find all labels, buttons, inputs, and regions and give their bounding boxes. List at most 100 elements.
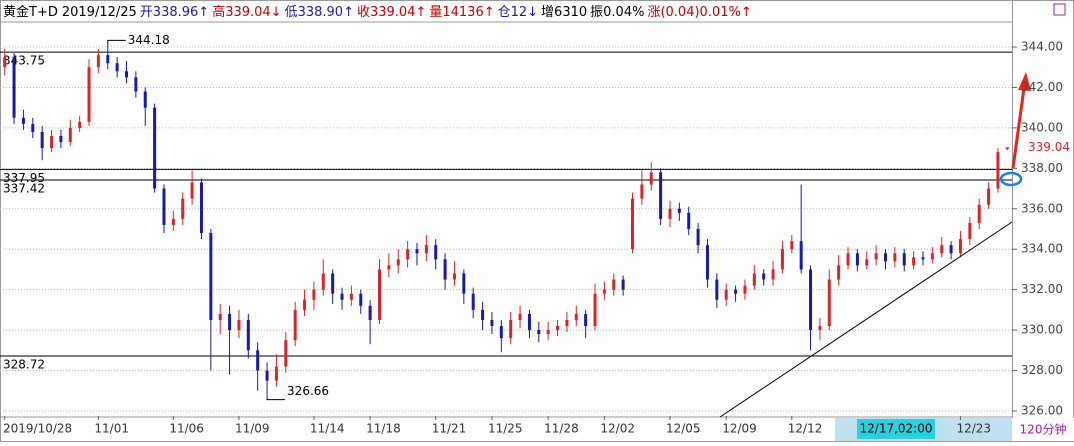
y-tick-label: 336.00: [1021, 201, 1063, 215]
candle-body: [602, 289, 606, 294]
candle-body: [434, 245, 438, 260]
y-tick-label: 332.00: [1021, 282, 1063, 296]
candle-body: [996, 152, 1000, 189]
candle-body: [865, 259, 869, 266]
candle-body: [359, 293, 363, 306]
candle-body: [518, 313, 522, 320]
candle-body: [687, 212, 691, 229]
candle-body: [125, 71, 128, 78]
candle-body: [837, 265, 841, 280]
candle-body: [21, 117, 25, 124]
candle-body: [349, 293, 353, 300]
candle-body: [284, 340, 288, 367]
y-tick-label: 338.00: [1021, 161, 1063, 175]
candle-body: [96, 55, 100, 68]
candle-body: [930, 253, 934, 260]
y-tick-label: 334.00: [1021, 242, 1063, 256]
x-tick-label: 11/18: [366, 422, 401, 436]
candle-body: [968, 222, 972, 240]
timeframe: 120分钟: [1020, 422, 1067, 437]
candle-body: [677, 208, 681, 213]
x-tick-label: 12/09: [722, 422, 757, 436]
candle-body: [509, 319, 513, 339]
cursor-box: [857, 419, 935, 439]
low-marker: 326.66: [287, 384, 329, 398]
icon: [1053, 3, 1066, 16]
candle-body: [696, 228, 700, 246]
candle-body: [818, 326, 822, 331]
level-label: 337.95: [3, 171, 45, 185]
candle-body: [443, 259, 447, 280]
candle-body: [59, 135, 63, 143]
candle-body: [40, 131, 44, 149]
timeframe-box: [1012, 418, 1074, 441]
candle-body: [762, 273, 766, 280]
candle-body: [68, 127, 72, 143]
candle-body: [949, 245, 953, 254]
candle-body: [462, 273, 466, 294]
candle-body: [115, 63, 119, 72]
candle-body: [303, 299, 307, 310]
x-tick-label: 11/21: [432, 422, 467, 436]
candle-body: [527, 313, 531, 331]
candle-body: [3, 57, 7, 68]
high-marker: 344.18: [128, 33, 170, 47]
header-item: 收339.04↑: [357, 5, 426, 20]
candle-body: [612, 279, 616, 290]
candle-body: [274, 366, 278, 381]
candle-body: [556, 326, 560, 331]
x-tick-label: 11/14: [310, 422, 345, 436]
candle-body: [293, 309, 297, 341]
y-tick-label: 326.00: [1021, 403, 1063, 417]
level-label: 328.72: [3, 357, 45, 371]
candle-body: [78, 121, 82, 128]
header-item: 黄金T+D: [3, 4, 58, 20]
header-item: 涨(0.04)0.01%↑: [647, 5, 751, 20]
candle-body: [199, 182, 203, 234]
candle-body: [912, 257, 916, 266]
candle-body: [537, 330, 541, 335]
candle-body: [265, 370, 269, 381]
header-item: 低338.90↑: [285, 5, 354, 20]
candle-body: [734, 289, 738, 294]
candle-body: [396, 259, 400, 266]
candle-body: [790, 241, 794, 250]
x-tick-label: 11/28: [544, 422, 579, 436]
candle-body: [321, 273, 325, 290]
candle-body: [499, 326, 503, 339]
candle-body: [106, 55, 110, 64]
candle-body: [593, 293, 597, 327]
candle-body: [246, 319, 250, 351]
candle-body: [659, 172, 663, 219]
candle-body: [640, 184, 644, 199]
high-leader: [107, 39, 126, 44]
candle-body: [312, 289, 316, 300]
y-tick-label: 328.00: [1021, 363, 1063, 377]
y-tick-label: 330.00: [1021, 323, 1063, 337]
candle-body: [387, 265, 391, 270]
header-item: 振0.04%: [590, 5, 644, 20]
x-tick-label: 12/05: [666, 422, 701, 436]
candle-body: [780, 249, 784, 270]
candle-body: [162, 188, 166, 225]
low-leader: [266, 397, 286, 401]
candle-body: [724, 289, 728, 300]
candle-body: [1005, 147, 1009, 149]
level-label: 337.42: [3, 182, 45, 196]
candle-body: [977, 204, 981, 223]
candle-body: [12, 57, 16, 118]
x-tick-label: 12/12: [788, 422, 823, 436]
header-item: 开338.96↑: [140, 5, 209, 20]
candle-body: [743, 285, 747, 294]
candle-body: [958, 239, 962, 254]
candle-body: [827, 279, 831, 327]
header: 黄金T+D 2019/12/25 开338.96↑ 高339.04↓ 低338.90↑ 收…: [3, 4, 752, 20]
last-price: 339.04: [1028, 140, 1070, 154]
x-tick-label: 11/06: [169, 422, 204, 436]
header-item: 增6310: [541, 5, 587, 20]
highlight-ellipse: [999, 171, 1023, 187]
candle-body: [902, 253, 906, 266]
candle-body: [31, 123, 35, 132]
